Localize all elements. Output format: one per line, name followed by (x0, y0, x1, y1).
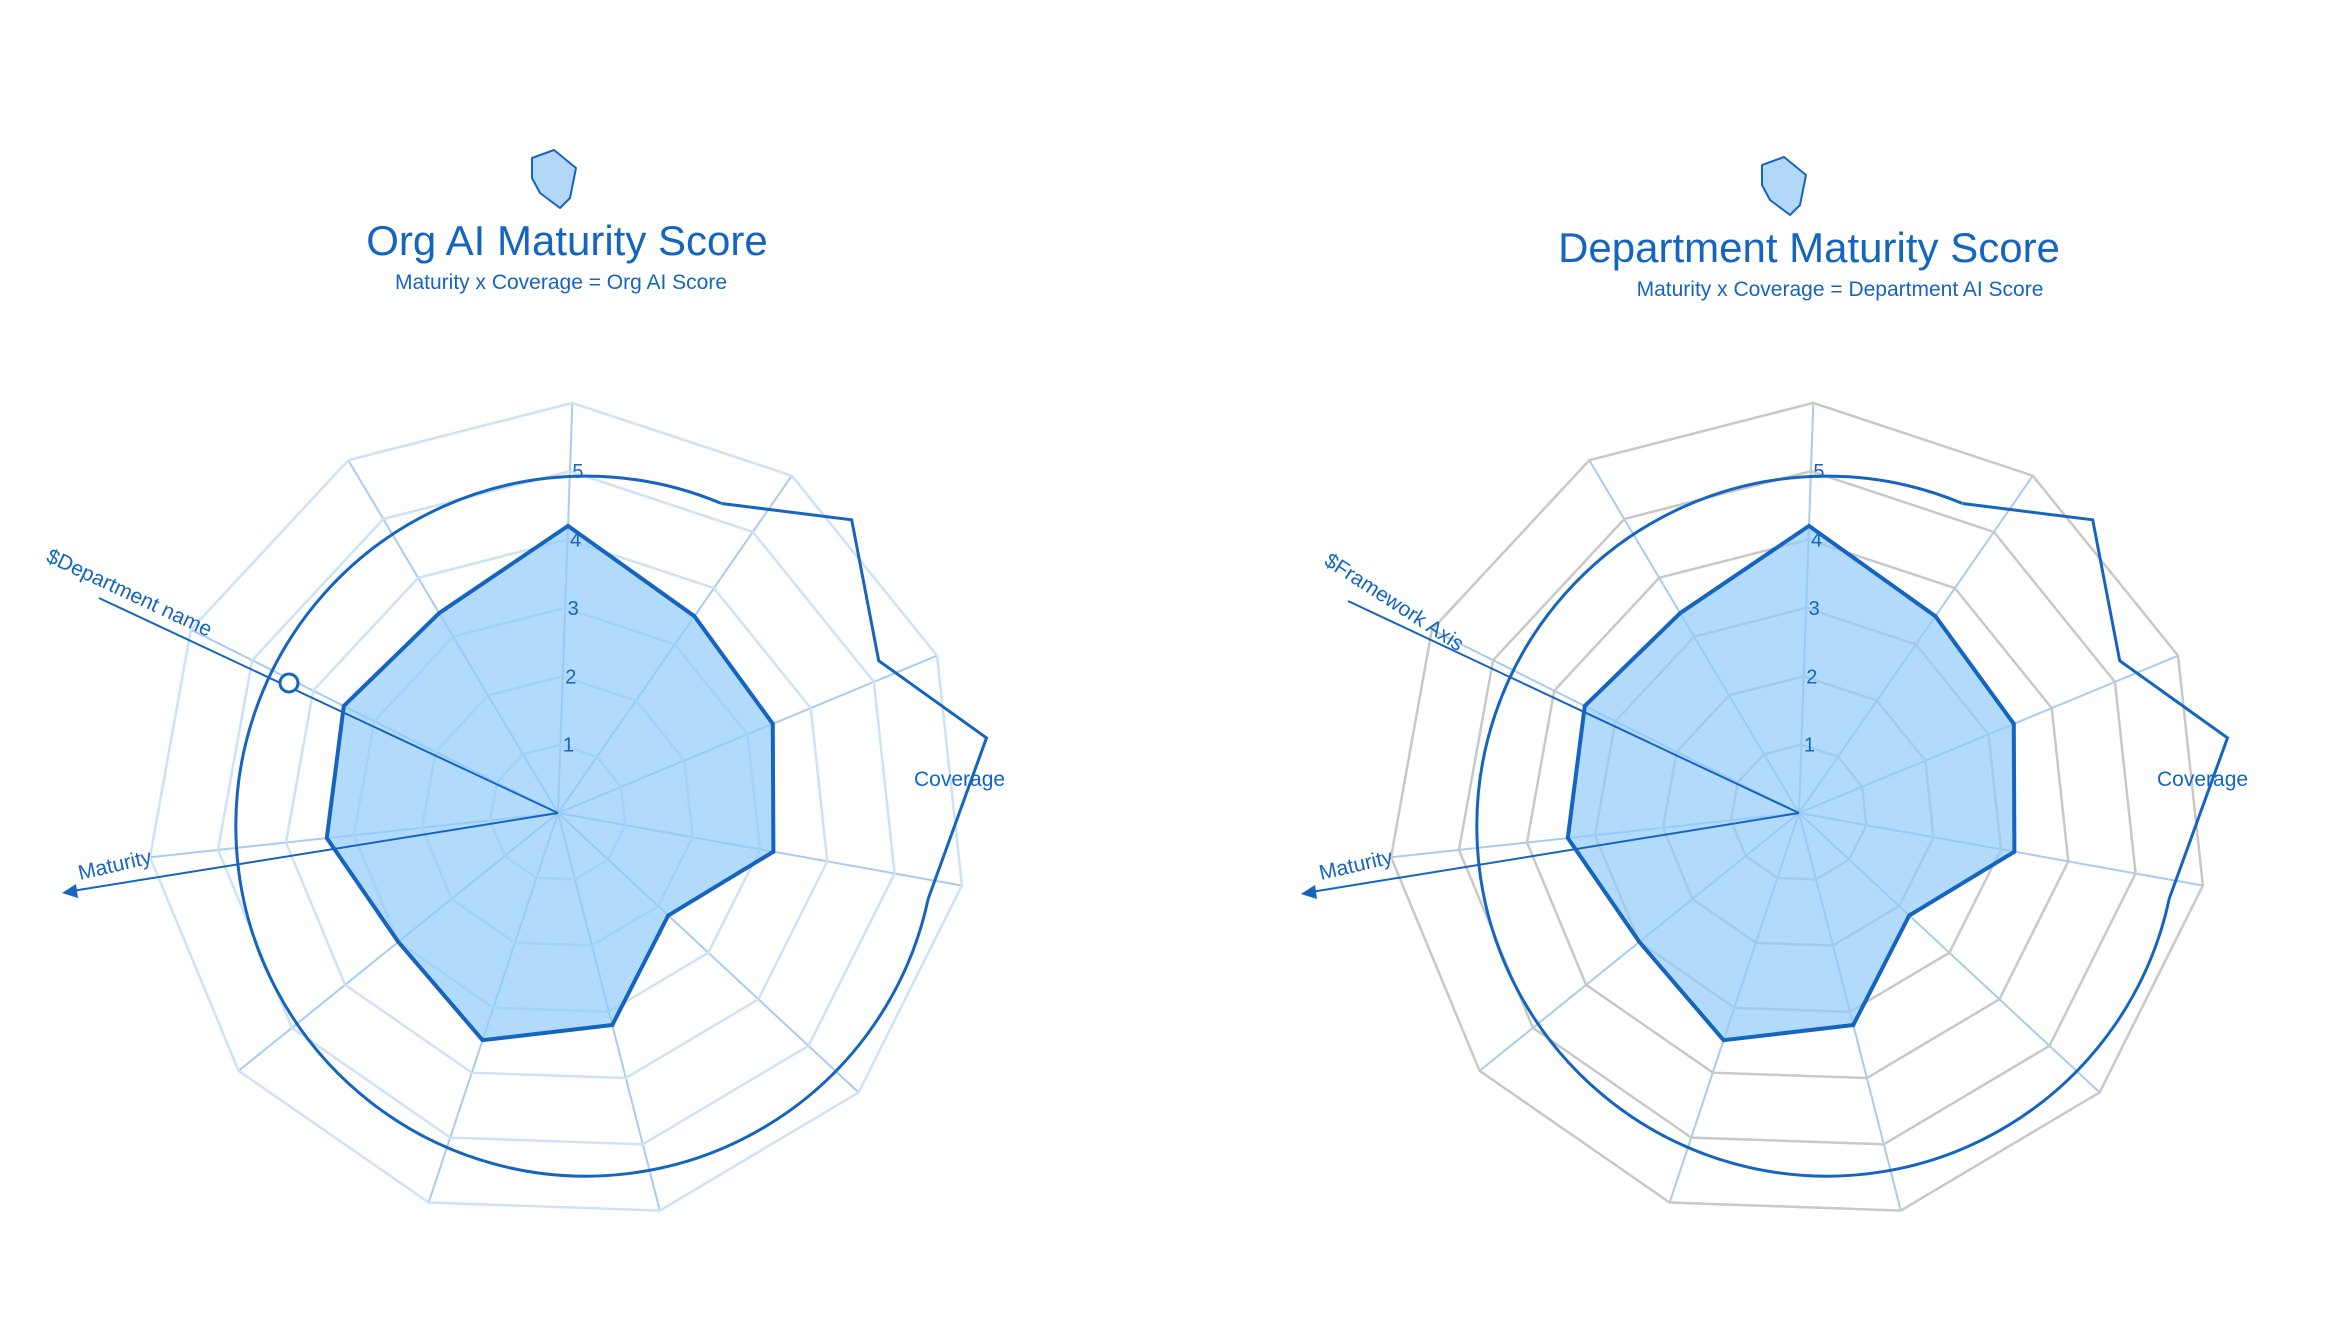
radar-tick-label: 1 (563, 735, 574, 757)
radar-grid-ring (216, 469, 896, 1146)
axis-label-department[interactable]: $Department name (43, 545, 216, 642)
radar-tick-label: 1 (1804, 735, 1815, 757)
dept-axis-line (98, 597, 559, 814)
maturity-axis-line (1310, 812, 1800, 893)
dept-axis-handle[interactable] (278, 672, 300, 694)
radar-tick-label: 4 (570, 530, 581, 552)
shield-icon (1761, 156, 1807, 216)
radar-grid-ring (1525, 538, 2070, 1080)
radar-tick-label: 2 (1806, 666, 1817, 688)
chart-title: Department Maturity Score (1558, 224, 2060, 271)
radar-outer-boundary (1475, 474, 2230, 1178)
radar-data-area (324, 523, 776, 1043)
radar-grid-ring (284, 538, 829, 1080)
chart-subtitle: Maturity x Coverage = Org AI Score (395, 271, 727, 294)
maturity-axis-arrowhead (62, 884, 78, 898)
axis-label-framework[interactable]: $Framework Axis (1320, 549, 1468, 656)
radar-grid-ring (1389, 401, 2205, 1212)
framework-axis-line (1347, 600, 1800, 814)
radar-outer-boundary (234, 474, 989, 1178)
org-ai-maturity-radar-chart: Org AI Maturity Score Maturity x Coverag… (43, 149, 1005, 1212)
radar-tick-label: 4 (1811, 530, 1822, 552)
shield-icon (531, 149, 577, 209)
org-ai-maturity-panel: Org AI Maturity Score Maturity x Coverag… (43, 149, 1005, 1212)
axis-label-coverage: Coverage (914, 768, 1005, 791)
maturity-axis-line (71, 812, 559, 892)
radar-tick-label: 5 (1813, 461, 1824, 483)
department-maturity-panel: Department Maturity Score Maturity x Cov… (1171, 0, 2342, 1324)
radar-tick-label: 2 (565, 666, 576, 688)
radar-data-area (1565, 523, 2017, 1043)
maturity-axis-arrowhead (1301, 885, 1317, 899)
chart-title: Org AI Maturity Score (366, 217, 767, 264)
axis-label-maturity: Maturity (1317, 846, 1395, 885)
axis-label-coverage: Coverage (2157, 768, 2248, 791)
radar-grid-ring (1457, 469, 2137, 1146)
department-maturity-radar-chart: Department Maturity Score Maturity x Cov… (1301, 156, 2248, 1212)
chart-subtitle: Maturity x Coverage = Department AI Scor… (1637, 278, 2044, 301)
radar-tick-label: 5 (572, 461, 583, 483)
radar-tick-label: 3 (1809, 598, 1820, 620)
radar-tick-label: 3 (568, 598, 579, 620)
radar-grid-ring (148, 401, 964, 1212)
